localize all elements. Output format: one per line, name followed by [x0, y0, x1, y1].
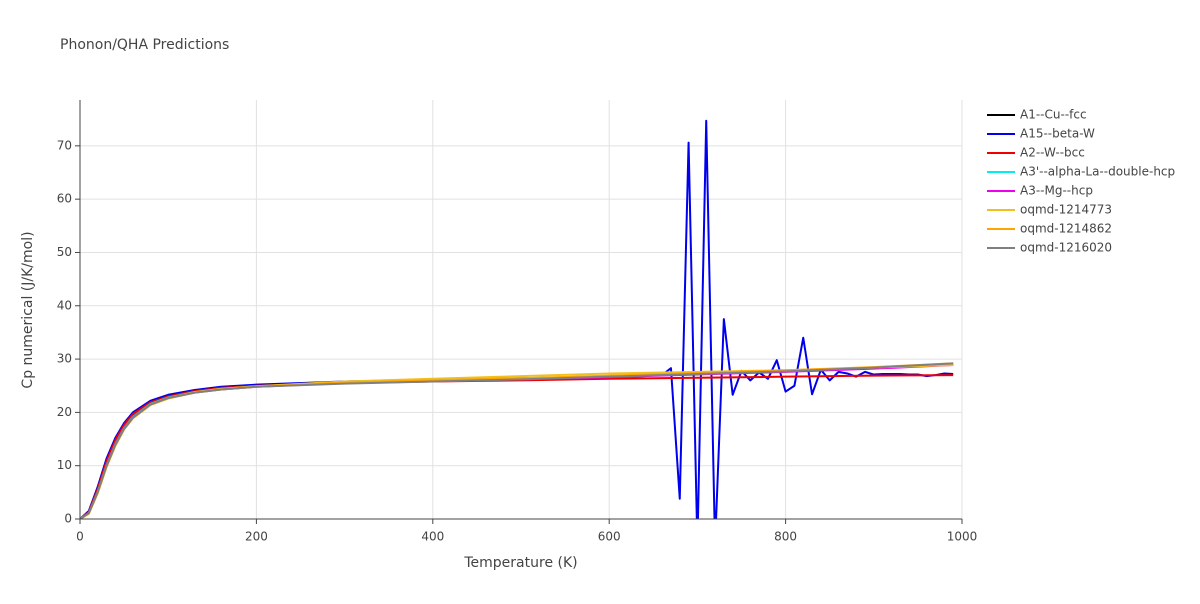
legend-label: A15--beta-W — [1020, 127, 1095, 141]
x-tick-label: 600 — [598, 530, 621, 544]
x-tick-label: 1000 — [947, 530, 978, 544]
y-tick-label: 70 — [57, 138, 72, 152]
series-line — [80, 374, 954, 519]
series-line — [80, 119, 954, 519]
legend-label: oqmd-1214773 — [1020, 203, 1112, 217]
series-line — [80, 362, 954, 519]
legend: A1--Cu--fcc A15--beta-W A2--W--bcc A3'--alp… — [987, 108, 1175, 255]
x-tick-label: 0 — [76, 530, 84, 544]
x-axis-label: Temperature (K) — [463, 555, 577, 571]
x-tick-label: 800 — [774, 530, 797, 544]
x-tick-label: 200 — [245, 530, 268, 544]
legend-label: A2--W--bcc — [1020, 146, 1085, 160]
legend-label: A3--Mg--hcp — [1020, 184, 1093, 198]
legend-label: A3'--alpha-La--double-hcp — [1020, 165, 1175, 179]
y-tick-label: 40 — [57, 298, 72, 312]
legend-label: oqmd-1214862 — [1020, 222, 1112, 236]
x-tick-label: 400 — [421, 530, 444, 544]
legend-label: A1--Cu--fcc — [1020, 108, 1087, 122]
y-tick-label: 30 — [57, 352, 72, 366]
y-tick-label: 50 — [57, 245, 72, 259]
y-tick-label: 0 — [64, 512, 72, 526]
y-tick-label: 60 — [57, 192, 72, 206]
plot-area — [80, 119, 954, 519]
y-axis-label: Cp numerical (J/K/mol) — [20, 231, 36, 388]
grid — [79, 100, 963, 520]
y-tick-label: 20 — [57, 405, 72, 419]
y-tick-label: 10 — [57, 458, 72, 472]
legend-label: oqmd-1216020 — [1020, 241, 1112, 255]
chart-title: Phonon/QHA Predictions — [60, 37, 229, 53]
series-line — [80, 362, 954, 519]
